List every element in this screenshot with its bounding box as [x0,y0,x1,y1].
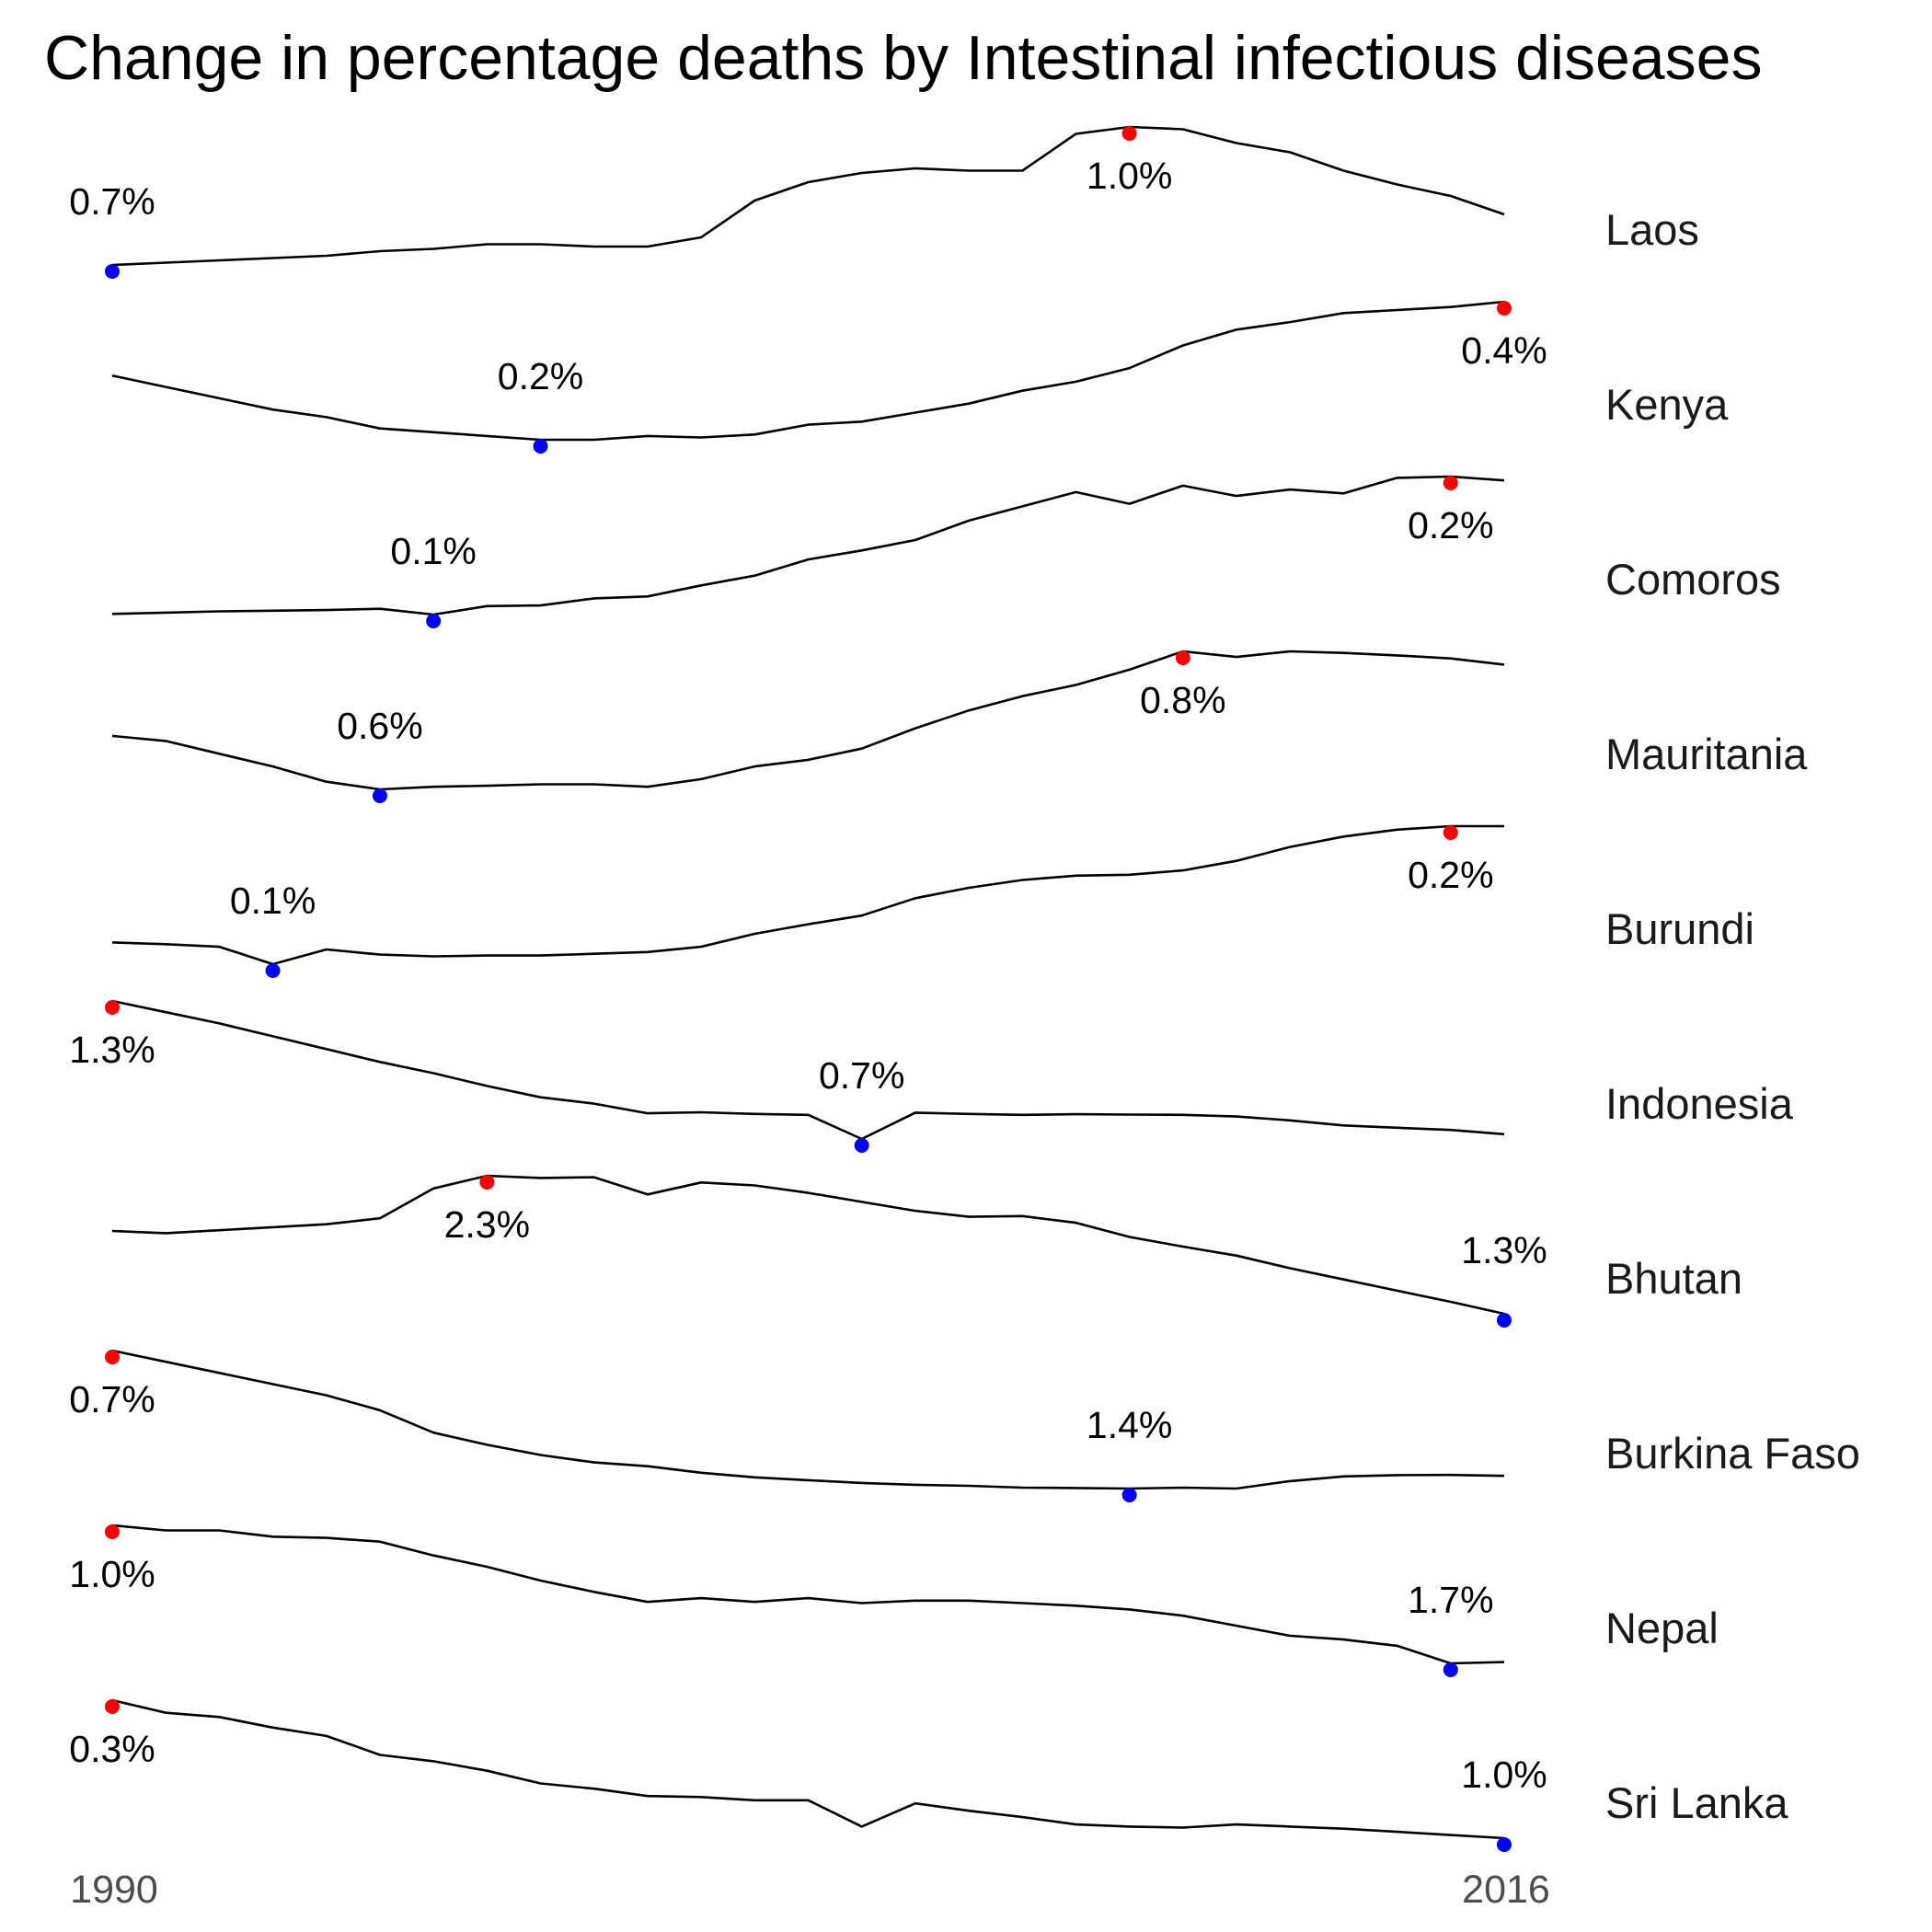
min-label-laos: 0.7% [69,180,155,223]
sparkline-row-mauritania: 0.8% 0.6% Mauritania [111,650,1808,803]
min-label-kenya: 0.2% [498,355,583,397]
min-label-indonesia: 0.7% [819,1054,904,1097]
min-label-nepal: 1.7% [1408,1579,1493,1621]
country-label-nepal: Nepal [1605,1604,1719,1652]
min-point-comoros [426,614,442,628]
min-label-mauritania: 0.6% [337,705,422,747]
min-point-nepal [1443,1662,1458,1677]
sparkline-mauritania [111,650,1505,791]
sparkline-row-nepal: 1.0% 1.7% Nepal [69,1524,1719,1677]
x-tick-start: 1990 [70,1868,158,1912]
min-label-comoros: 0.1% [390,530,476,572]
max-point-burkina-faso [105,1350,120,1364]
country-label-sri-lanka: Sri Lanka [1605,1778,1788,1827]
country-label-laos: Laos [1605,205,1699,254]
max-label-mauritania: 0.8% [1140,679,1225,721]
country-label-mauritania: Mauritania [1605,730,1808,778]
sparkline-burkina-faso [111,1349,1505,1490]
min-label-sri-lanka: 1.0% [1461,1754,1547,1796]
max-point-kenya [1497,301,1512,316]
max-label-laos: 1.0% [1087,155,1172,197]
x-tick-end: 2016 [1462,1868,1550,1912]
max-label-burkina-faso: 0.7% [69,1378,155,1420]
min-point-mauritania [372,788,387,803]
max-point-laos [1121,126,1137,141]
max-label-kenya: 0.4% [1461,329,1547,372]
max-label-burundi: 0.2% [1408,854,1493,896]
sparkline-nepal [111,1524,1505,1665]
sparkline-sri-lanka [111,1698,1505,1840]
sparkline-comoros [111,475,1505,616]
max-label-nepal: 1.0% [69,1553,155,1595]
sparkline-row-bhutan: 2.3% 1.3% Bhutan [111,1174,1742,1328]
sparkline-laos [111,125,1505,267]
country-label-indonesia: Indonesia [1605,1079,1794,1128]
max-point-burundi [1443,825,1458,840]
sparkline-row-sri-lanka: 0.3% 1.0% Sri Lanka [69,1698,1788,1852]
sparkline-row-comoros: 0.2% 0.1% Comoros [111,475,1781,628]
min-label-burkina-faso: 1.4% [1087,1404,1172,1446]
max-label-bhutan: 2.3% [444,1203,530,1246]
min-point-bhutan [1497,1313,1512,1328]
country-label-burkina-faso: Burkina Faso [1605,1429,1860,1478]
max-label-indonesia: 1.3% [69,1029,155,1071]
max-point-indonesia [105,1000,120,1015]
sparkline-row-laos: 1.0% 0.7% Laos [69,125,1699,279]
sparkline-row-burkina-faso: 0.7% 1.4% Burkina Faso [69,1349,1860,1502]
sparkline-rows: 1.0% 0.7% Laos 0.4% 0.2% Kenya 0.2% 0.1% Comoros… [69,125,1860,1852]
country-label-burundi: Burundi [1605,904,1754,953]
sparkline-row-burundi: 0.2% 0.1% Burundi [111,824,1754,978]
sparkline-bhutan [111,1174,1505,1316]
chart-title: Change in percentage deaths by Intestina… [44,23,1762,93]
min-point-kenya [533,439,548,454]
min-label-burundi: 0.1% [230,880,316,922]
min-point-laos [105,264,120,279]
sparkline-row-kenya: 0.4% 0.2% Kenya [111,300,1729,454]
min-point-sri-lanka [1497,1837,1512,1852]
country-label-bhutan: Bhutan [1605,1254,1742,1303]
min-point-indonesia [854,1138,869,1153]
max-label-comoros: 0.2% [1408,504,1493,546]
max-point-comoros [1443,476,1458,490]
sparkline-row-indonesia: 1.3% 0.7% Indonesia [69,999,1794,1153]
max-label-sri-lanka: 0.3% [69,1728,155,1770]
min-point-burkina-faso [1121,1488,1137,1502]
max-point-sri-lanka [105,1699,120,1714]
sparkline-burundi [111,824,1504,966]
min-point-burundi [265,963,281,978]
max-point-nepal [105,1524,120,1539]
min-label-bhutan: 1.3% [1461,1229,1547,1271]
max-point-bhutan [479,1175,495,1190]
sparkline-indonesia [111,999,1505,1141]
country-label-comoros: Comoros [1605,555,1781,604]
max-point-mauritania [1175,650,1190,665]
sparkline-kenya [111,300,1505,442]
country-label-kenya: Kenya [1605,380,1729,429]
